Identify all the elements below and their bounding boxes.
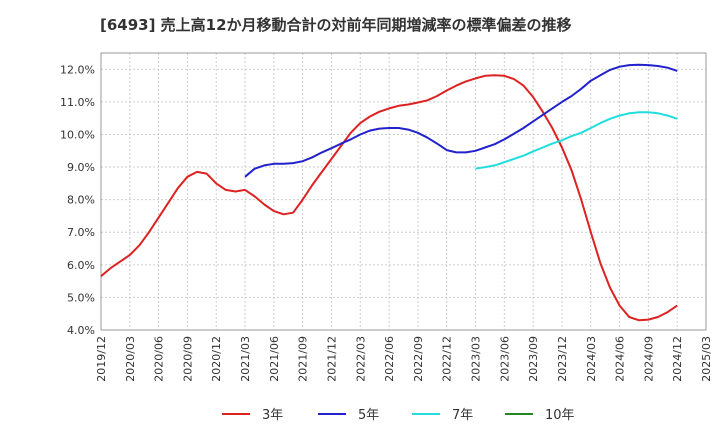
- legend-label-0: 3年: [262, 408, 283, 423]
- x-tick-label: 2023/09: [527, 336, 540, 382]
- x-tick-label: 2022/03: [354, 336, 367, 382]
- x-tick-label: 2021/09: [297, 336, 310, 382]
- legend-label-3: 10年: [545, 408, 575, 423]
- y-tick-label: 11.0%: [60, 96, 95, 109]
- y-tick-label: 10.0%: [60, 128, 95, 141]
- x-tick-label: 2022/12: [441, 336, 454, 382]
- x-tick-label: 2025/03: [700, 336, 713, 382]
- y-tick-label: 7.0%: [67, 226, 95, 239]
- x-tick-label: 2022/06: [383, 336, 396, 382]
- y-tick-label: 8.0%: [67, 194, 95, 207]
- plot-area-border: [100, 52, 707, 331]
- y-tick-label: 12.0%: [60, 63, 95, 76]
- y-tick-label: 4.0%: [67, 324, 95, 337]
- x-axis: 2019/12 2020/03 2020/06 2020/09 2020/12 2021/…: [95, 336, 713, 382]
- x-tick-label: 2024/09: [642, 336, 655, 382]
- x-tick-label: 2021/03: [239, 336, 252, 382]
- x-tick-label: 2021/06: [268, 336, 281, 382]
- legend: 3年 5年 7年 10年: [222, 408, 575, 423]
- chart-title: [6493] 売上高12か月移動合計の対前年同期増減率の標準偏差の推移: [100, 16, 572, 34]
- series-line-2: [475, 111, 678, 170]
- legend-label-1: 5年: [358, 408, 379, 423]
- x-tick-label: 2020/09: [181, 336, 194, 382]
- x-tick-label: 2019/12: [95, 336, 108, 382]
- series-line-0: [100, 74, 678, 322]
- y-tick-label: 5.0%: [67, 291, 95, 304]
- x-tick-label: 2020/12: [210, 336, 223, 382]
- x-tick-label: 2023/03: [470, 336, 483, 382]
- x-tick-label: 2020/03: [124, 336, 137, 382]
- grid: [100, 53, 707, 331]
- x-tick-label: 2023/12: [556, 336, 569, 382]
- x-tick-label: 2024/06: [614, 336, 627, 382]
- x-tick-label: 2024/12: [671, 336, 684, 382]
- series-lines: [100, 63, 678, 322]
- y-tick-label: 9.0%: [67, 161, 95, 174]
- x-tick-label: 2024/03: [585, 336, 598, 382]
- x-tick-label: 2020/06: [153, 336, 166, 382]
- x-tick-label: 2022/09: [412, 336, 425, 382]
- x-tick-label: 2023/06: [498, 336, 511, 382]
- x-tick-label: 2021/12: [325, 336, 338, 382]
- legend-label-2: 7年: [452, 408, 473, 423]
- series-line-1: [244, 63, 678, 178]
- y-axis: 4.0% 5.0% 6.0% 7.0% 8.0% 9.0% 10.0% 11.0% 12.0%: [60, 63, 95, 337]
- y-tick-label: 6.0%: [67, 259, 95, 272]
